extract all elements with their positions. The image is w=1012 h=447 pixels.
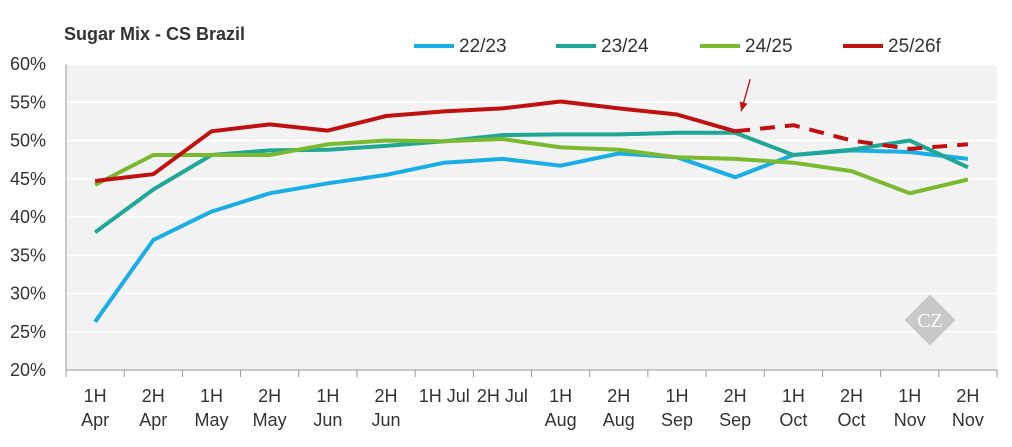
legend: 22/23 23/24 24/25 25/26f xyxy=(414,36,942,57)
x-tick-label: 1H xyxy=(898,386,921,406)
x-tick-label: 2H xyxy=(956,386,979,406)
y-tick-label: 35% xyxy=(10,245,46,265)
gridlines xyxy=(66,63,997,333)
y-tick-label: 30% xyxy=(10,284,46,304)
y-tick-label: 25% xyxy=(10,322,46,342)
legend-label: 24/25 xyxy=(745,36,793,57)
x-tick-label: Aug xyxy=(545,410,577,430)
x-tick-label: 1H Jul xyxy=(419,386,470,406)
legend-label: 22/23 xyxy=(459,36,507,57)
legend-label: 25/26f xyxy=(888,36,942,57)
x-tick-label: Apr xyxy=(81,410,109,430)
annotation-arrow-head xyxy=(739,101,748,112)
x-tick-label: Oct xyxy=(779,410,807,430)
x-axis-labels: 1H Apr 2H Apr 1H May 2H May 1H Jun 2H Jun 1H Jul 2H J… xyxy=(81,386,984,430)
logo-text: CZ xyxy=(917,310,943,332)
y-tick-label: 40% xyxy=(10,207,46,227)
x-tick-label: Sep xyxy=(719,410,751,430)
series-23-24-line xyxy=(93,130,969,234)
x-tick-label: Nov xyxy=(952,410,984,430)
x-tick-label: 2H xyxy=(724,386,747,406)
x-tick-label: 2H xyxy=(258,386,281,406)
x-tick-label: 1H xyxy=(84,386,107,406)
x-tick-label: May xyxy=(194,410,228,430)
x-tick-label: Nov xyxy=(894,410,926,430)
axes xyxy=(65,64,998,377)
x-tick-label: Jun xyxy=(313,410,342,430)
annotations xyxy=(739,79,751,112)
cz-logo-watermark: CZ xyxy=(904,294,956,346)
x-tick-label: Aug xyxy=(603,410,635,430)
legend-label: 23/24 xyxy=(601,36,649,57)
series-24-25-line xyxy=(94,137,969,196)
x-tick-label: 1H xyxy=(782,386,805,406)
x-tick-label: 2H xyxy=(607,386,630,406)
series-25-26f-line xyxy=(94,99,736,183)
y-tick-label: 20% xyxy=(10,360,46,380)
y-tick-label: 55% xyxy=(10,92,46,112)
x-tick-label: 2H Jul xyxy=(477,386,528,406)
x-tick-label: 2H xyxy=(375,386,398,406)
series-25-26f-forecast-line xyxy=(734,123,969,151)
x-tick-label: 1H xyxy=(665,386,688,406)
x-tick-label: May xyxy=(253,410,287,430)
x-tick-label: Sep xyxy=(661,410,693,430)
x-tick-label: Oct xyxy=(838,410,866,430)
x-tick-label: Jun xyxy=(372,410,401,430)
x-tick-label: 1H xyxy=(200,386,223,406)
series-lines xyxy=(93,99,969,323)
x-tick-label: 1H xyxy=(549,386,572,406)
x-tick-label: 2H xyxy=(142,386,165,406)
y-tick-label: 50% xyxy=(10,131,46,151)
x-tick-label: 1H xyxy=(316,386,339,406)
x-tick-label: 2H xyxy=(840,386,863,406)
y-tick-label: 60% xyxy=(10,54,46,74)
chart-title: Sugar Mix - CS Brazil xyxy=(64,24,245,44)
y-axis-labels: 20% 25% 30% 35% 40% 45% 50% 55% 60% xyxy=(10,54,46,380)
x-tick-label: Apr xyxy=(139,410,167,430)
y-tick-label: 45% xyxy=(10,169,46,189)
